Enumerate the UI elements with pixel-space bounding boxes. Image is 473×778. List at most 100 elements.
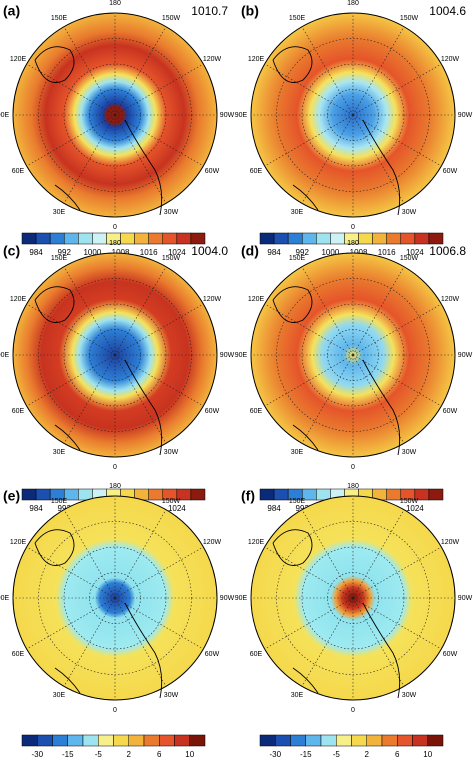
colorbar-box — [320, 734, 337, 747]
colorbar-tick-label: 1024 — [406, 504, 424, 513]
meridian — [63, 509, 116, 599]
colorbar-box — [21, 488, 37, 501]
longitude-label: 90W — [220, 112, 235, 119]
longitude-label: 60W — [205, 408, 220, 415]
colorbar-box — [386, 488, 402, 501]
longitude-label: 150E — [289, 15, 306, 22]
longitude-label: 150E — [51, 255, 68, 262]
meridian — [114, 597, 167, 687]
colorbar-box — [82, 734, 99, 747]
longitude-label: 150E — [289, 498, 306, 505]
colorbar-tick-label: 992 — [58, 248, 72, 257]
meridian — [352, 546, 442, 599]
meridian — [264, 597, 354, 650]
longitude-label: 30W — [164, 449, 179, 456]
meridian — [26, 303, 116, 356]
colorbar-box — [67, 734, 84, 747]
meridian — [301, 509, 354, 599]
meridian — [63, 114, 116, 204]
colorbar-box — [78, 232, 93, 245]
colorbar-box — [397, 734, 413, 747]
panel: 180 150W 120W 90W 60W 30W 0 30E 60E 90E 120E 150E (b… — [235, 0, 473, 257]
coastline — [272, 286, 401, 456]
colorbar-box — [190, 488, 206, 501]
colorbar-box — [162, 232, 178, 245]
colorbar-box — [148, 488, 164, 501]
longitude-label: 90E — [235, 595, 248, 602]
panel: 180 150W 120W 90W 60W 30W 0 30E 60E 90E 120E 150E (a… — [0, 0, 235, 257]
colorbar-tick-label: 1008 — [350, 248, 368, 257]
meridian — [301, 597, 354, 687]
colorbar-box — [190, 232, 206, 245]
colorbar-tick-label: 992 — [58, 504, 72, 513]
longitude-label: 90W — [458, 352, 473, 359]
latitude-circle — [276, 278, 430, 432]
longitude-label: 180 — [109, 483, 121, 490]
latitude-circle — [301, 63, 405, 167]
meridian — [301, 26, 354, 116]
colorbar-tick-label: 984 — [29, 504, 43, 513]
colorbar-tick-label: 984 — [29, 248, 43, 257]
latitude-circle — [301, 546, 405, 650]
coastline — [34, 529, 163, 699]
longitude-label: 0 — [351, 707, 355, 714]
colorbar-tick-label: 1024 — [168, 504, 186, 513]
longitude-label: 60E — [250, 408, 263, 415]
panel-label: (f) — [241, 488, 255, 504]
longitude-label: 30E — [53, 449, 66, 456]
meridian — [352, 26, 405, 116]
colorbar-tick-label: 1000 — [83, 248, 101, 257]
longitude-label: 60E — [12, 168, 25, 175]
colorbar-tick-label: 2 — [365, 750, 370, 759]
longitude-label: 120E — [10, 539, 27, 546]
meridian — [301, 114, 354, 204]
meridian — [26, 546, 116, 599]
colorbar-box — [428, 488, 444, 501]
longitude-label: 90W — [220, 352, 235, 359]
longitude-label: 150E — [289, 255, 306, 262]
colorbar-box — [120, 232, 135, 245]
colorbar-box — [316, 488, 331, 501]
latitude-circle — [38, 521, 192, 675]
meridian — [114, 354, 167, 444]
latitude-circle — [38, 38, 192, 192]
latitude-circle — [301, 303, 405, 407]
colorbar-box — [35, 232, 51, 245]
colorbar-box — [330, 232, 345, 245]
colorbar-box — [35, 488, 51, 501]
coastline — [272, 529, 401, 699]
longitude-label: 180 — [109, 0, 121, 7]
longitude-label: 180 — [109, 240, 121, 247]
colorbar-tick-label: 1024 — [168, 248, 186, 257]
colorbar-tick-label: 6 — [157, 750, 162, 759]
colorbar-box — [428, 232, 444, 245]
meridian — [114, 114, 204, 167]
meridian — [352, 303, 442, 356]
colorbar-box — [351, 734, 367, 747]
longitude-label: 90E — [0, 595, 10, 602]
colorbar-box — [273, 488, 289, 501]
longitude-label: 150W — [162, 498, 181, 505]
longitude-label: 30W — [164, 209, 179, 216]
longitude-label: 30E — [53, 209, 66, 216]
meridian — [264, 354, 354, 407]
colorbar-box — [21, 232, 37, 245]
colorbar-box — [259, 488, 275, 501]
longitude-label: 0 — [351, 464, 355, 471]
meridian — [352, 266, 405, 356]
meridian — [264, 303, 354, 356]
colorbar-box — [427, 734, 444, 747]
longitude-label: 60W — [443, 168, 458, 175]
coastline — [272, 46, 401, 216]
colorbar-box — [372, 232, 387, 245]
colorbar-box — [176, 232, 192, 245]
colorbar-box — [134, 232, 149, 245]
longitude-label: 90W — [220, 595, 235, 602]
longitude-label: 150W — [400, 255, 419, 262]
colorbar-tick-label: 992 — [296, 248, 310, 257]
longitude-label: 120E — [248, 296, 265, 303]
longitude-label: 90E — [235, 352, 248, 359]
longitude-label: 120E — [248, 56, 265, 63]
longitude-label: 60W — [205, 651, 220, 658]
